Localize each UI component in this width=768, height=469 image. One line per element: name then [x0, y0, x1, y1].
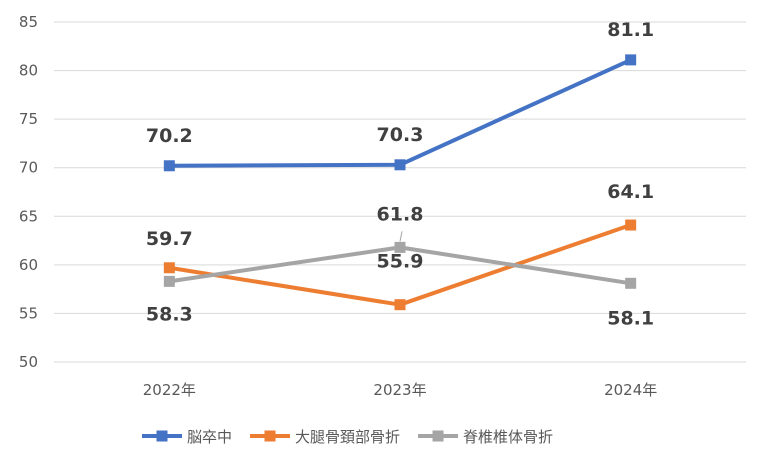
series-2-marker-3	[625, 219, 637, 231]
series-lines	[163, 54, 637, 311]
data-label-leader-line	[399, 231, 403, 242]
y-axis-ticks: 50 55 60 65 70 75 80 85	[19, 13, 38, 371]
legend-label-2: 大腿骨頚部骨折	[295, 428, 400, 446]
data-label-series-2-point-2: 55.9	[377, 251, 424, 273]
series-2-marker-1	[163, 262, 175, 274]
y-tick-label-50: 50	[19, 353, 38, 371]
data-label-series-3-point-2: 61.8	[377, 203, 424, 225]
series-2-marker-2	[394, 299, 406, 311]
series-1-marker-1	[163, 160, 175, 172]
legend-marker-1	[156, 430, 168, 442]
data-labels: 70.2 70.3 81.1 59.7 55.9 64.1 58.3 61.8 58.1	[146, 19, 654, 329]
legend-label-1: 脳卒中	[187, 428, 232, 446]
legend-item-2: 大腿骨頚部骨折	[250, 428, 400, 446]
x-tick-label-1: 2022年	[143, 381, 196, 399]
data-label-series-1-point-1: 70.2	[146, 125, 193, 147]
series-3-marker-3	[625, 277, 637, 289]
legend: 脳卒中 大腿骨頚部骨折 脊椎椎体骨折	[142, 428, 553, 446]
series-1-marker-3	[625, 54, 637, 66]
x-tick-label-3: 2024年	[604, 381, 657, 399]
legend-item-3: 脊椎椎体骨折	[418, 428, 553, 446]
data-label-series-3-point-3: 58.1	[607, 307, 654, 329]
legend-item-1: 脳卒中	[142, 428, 232, 446]
series-3-marker-2	[394, 241, 406, 253]
legend-label-3: 脊椎椎体骨折	[463, 428, 553, 446]
y-tick-label-60: 60	[19, 256, 38, 274]
y-tick-label-75: 75	[19, 110, 38, 128]
series-1-marker-2	[394, 159, 406, 171]
series-line-1	[167, 57, 633, 168]
data-label-series-1-point-3: 81.1	[607, 19, 654, 41]
y-tick-label-65: 65	[19, 207, 38, 225]
legend-marker-3	[432, 430, 444, 442]
series-3-marker-1	[163, 275, 175, 287]
x-axis-ticks: 2022年 2023年 2024年	[143, 381, 658, 399]
y-tick-label-70: 70	[19, 159, 38, 177]
y-tick-label-80: 80	[19, 62, 38, 80]
data-label-series-2-point-3: 64.1	[607, 181, 654, 203]
y-tick-label-55: 55	[19, 304, 38, 322]
y-tick-label-85: 85	[19, 13, 38, 31]
data-label-series-3-point-1: 58.3	[146, 303, 193, 325]
data-label-series-1-point-2: 70.3	[377, 124, 424, 146]
legend-marker-2	[264, 430, 276, 442]
data-label-series-2-point-1: 59.7	[146, 228, 193, 250]
x-tick-label-2: 2023年	[373, 381, 426, 399]
